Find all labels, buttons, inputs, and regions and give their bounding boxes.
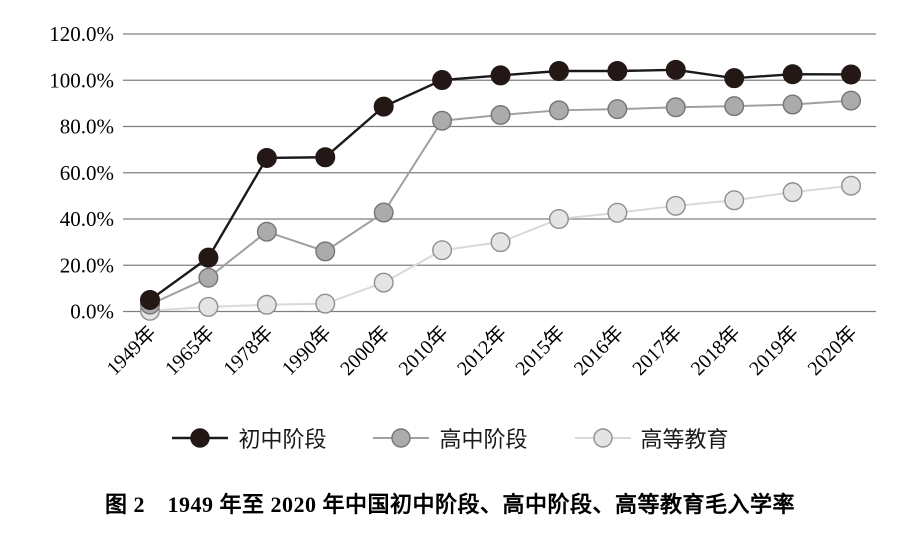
data-point (315, 241, 336, 262)
data-point (373, 202, 394, 223)
data-point (607, 99, 628, 120)
legend-label-higher-education: 高等教育 (640, 427, 729, 452)
data-point (198, 296, 219, 317)
data-point (490, 232, 511, 253)
x-axis-tick-label: 1965年 (160, 321, 219, 380)
data-point (841, 64, 862, 85)
x-axis-tick-label: 1949年 (102, 321, 161, 380)
y-axis-tick-label: 120.0% (49, 22, 114, 46)
data-point (665, 59, 686, 80)
data-point (256, 147, 277, 168)
senior-secondary-marker-icon (372, 427, 430, 449)
data-point (315, 293, 336, 314)
y-axis-tick-label: 80.0% (60, 115, 114, 139)
line-chart-plot-area: 0.0% 20.0% 40.0% 60.0% 80.0% 100.0% 120.0% 1949… (49, 22, 876, 380)
series-line (149, 99, 852, 306)
legend-label-junior-secondary: 初中阶段 (238, 427, 327, 452)
data-point (548, 208, 569, 229)
data-point (432, 240, 453, 261)
legend-label-senior-secondary: 高中阶段 (439, 427, 528, 452)
data-point (432, 70, 453, 91)
y-axis-tick-label: 100.0% (49, 68, 114, 92)
higher-education-marker-icon (574, 427, 632, 449)
data-point (315, 147, 336, 168)
data-point (256, 221, 277, 242)
data-point (432, 110, 453, 131)
legend-item-senior-secondary: 高中阶段 (372, 422, 528, 454)
data-point (198, 267, 219, 288)
x-axis-tick-label: 2020年 (803, 321, 862, 380)
x-axis-tick-label: 1990年 (277, 321, 336, 380)
x-axis-tick-label: 2010年 (394, 321, 453, 380)
data-point (373, 96, 394, 117)
x-axis-tick-label: 2016年 (569, 321, 628, 380)
x-axis-tick-label: 2018年 (686, 321, 745, 380)
data-point (841, 90, 862, 111)
x-axis-tick-label: 2019年 (744, 321, 803, 380)
data-point (841, 175, 862, 196)
x-axis-tick-label: 1978年 (219, 321, 278, 380)
chart-legend: 初中阶段 高中阶段 高等教育 (0, 422, 900, 454)
x-axis-tick-label: 2015年 (511, 321, 570, 380)
data-point (548, 100, 569, 121)
legend-item-junior-secondary: 初中阶段 (171, 422, 326, 454)
data-point (782, 182, 803, 203)
data-point (373, 272, 394, 293)
y-axis-tick-label: 60.0% (60, 161, 114, 185)
x-axis-tick-label: 2000年 (336, 321, 395, 380)
data-point (607, 202, 628, 223)
x-axis-tick-label: 2017年 (628, 321, 687, 380)
data-point (256, 294, 277, 315)
data-point (665, 195, 686, 216)
data-point (607, 61, 628, 82)
data-point (782, 64, 803, 85)
data-point (198, 247, 219, 268)
data-point (724, 68, 745, 89)
data-point (139, 289, 160, 310)
data-point (548, 61, 569, 82)
data-point (724, 96, 745, 117)
figure-caption: 图 2 1949 年至 2020 年中国初中阶段、高中阶段、高等教育毛入学率 (104, 492, 795, 517)
data-point (490, 65, 511, 86)
data-point (724, 190, 745, 211)
junior-secondary-marker-icon (171, 427, 229, 449)
data-point (782, 94, 803, 115)
x-axis-tick-label: 2012年 (452, 321, 511, 380)
data-point (490, 104, 511, 125)
y-axis-tick-label: 0.0% (70, 300, 114, 324)
legend-item-higher-education: 高等教育 (574, 422, 729, 454)
data-point (665, 97, 686, 118)
y-axis-tick-label: 40.0% (60, 207, 114, 231)
y-axis-tick-label: 20.0% (60, 253, 114, 277)
